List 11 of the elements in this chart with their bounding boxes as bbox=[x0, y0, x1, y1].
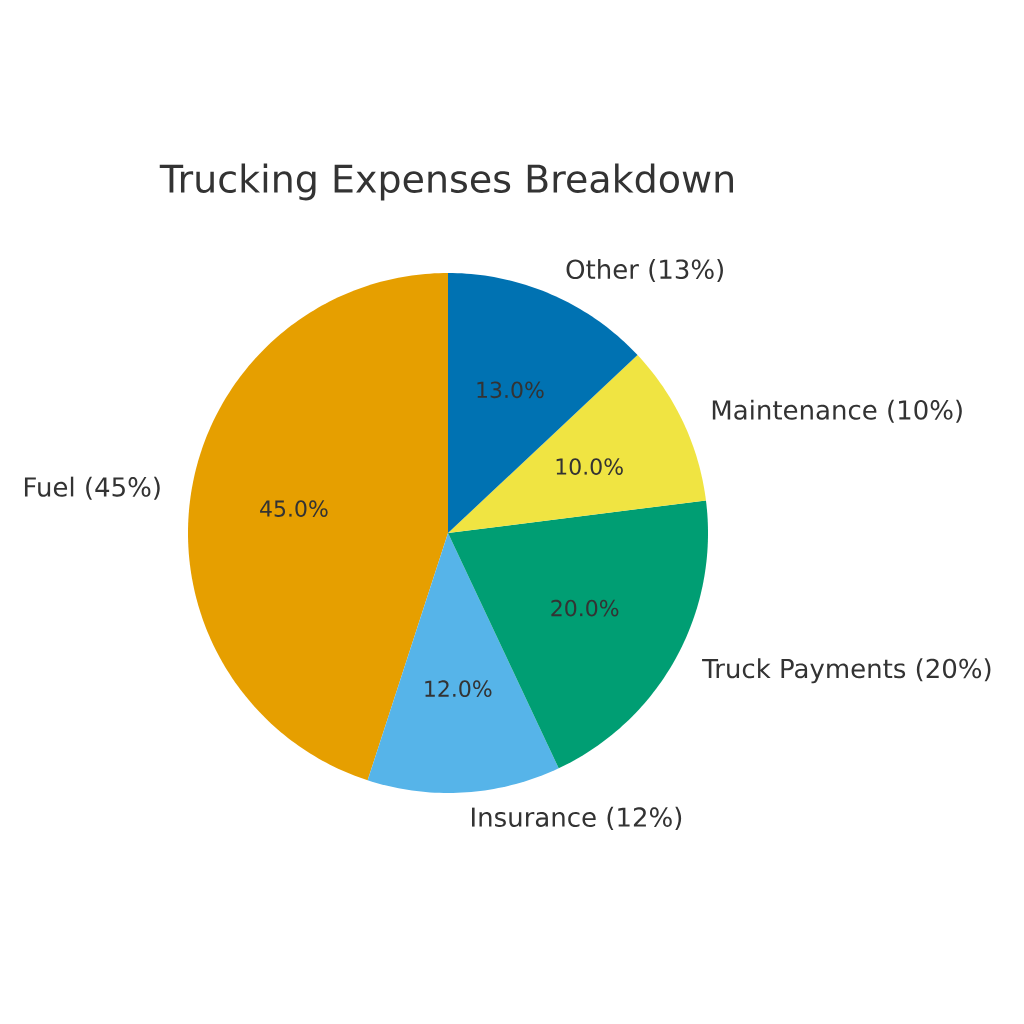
slice-label: Fuel (45%) bbox=[24, 476, 160, 500]
slice-label: Other (13%) bbox=[566, 258, 723, 283]
slice-label: Maintenance (10%) bbox=[712, 399, 962, 423]
data-label: 13.0% bbox=[477, 381, 544, 399]
slice-label: Truck Payments (20%) bbox=[702, 658, 991, 684]
data-label: 12.0% bbox=[425, 680, 492, 698]
data-label: 45.0% bbox=[260, 500, 328, 517]
data-label: 10.0% bbox=[556, 458, 623, 475]
chart-title: Trucking Expenses Breakdown bbox=[159, 163, 733, 201]
slice-label: Insurance (12%) bbox=[472, 806, 682, 831]
data-label: 20.0% bbox=[551, 599, 619, 617]
